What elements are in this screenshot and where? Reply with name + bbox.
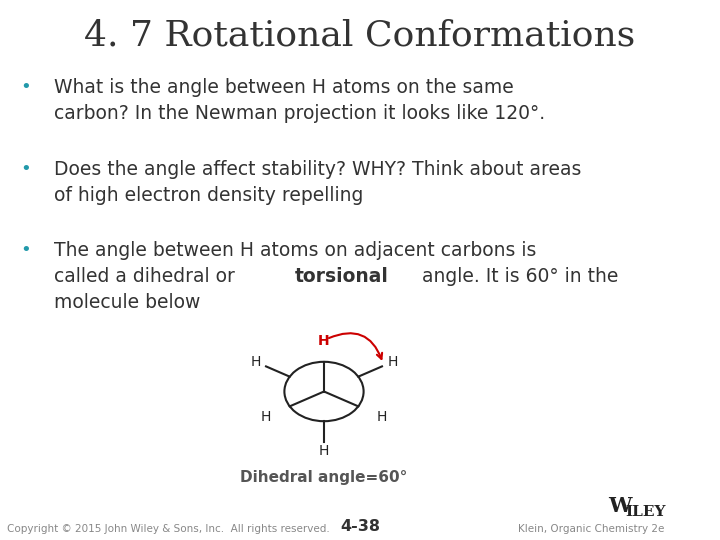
Text: H: H [387,355,397,369]
Text: What is the angle between H atoms on the same: What is the angle between H atoms on the… [54,78,514,97]
Text: called a dihedral or: called a dihedral or [54,267,241,286]
Text: H: H [377,410,387,423]
Text: Copyright © 2015 John Wiley & Sons, Inc.  All rights reserved.: Copyright © 2015 John Wiley & Sons, Inc.… [7,523,330,534]
Text: •: • [20,78,30,96]
Text: carbon? In the Newman projection it looks like 120°.: carbon? In the Newman projection it look… [54,104,545,123]
Text: torsional: torsional [295,267,389,286]
Text: ILEY: ILEY [625,505,665,519]
Text: •: • [20,160,30,178]
Text: Does the angle affect stability? WHY? Think about areas: Does the angle affect stability? WHY? Th… [54,160,581,179]
Text: of high electron density repelling: of high electron density repelling [54,186,364,205]
Text: H: H [319,444,329,458]
Text: H: H [251,355,261,369]
Text: angle. It is 60° in the: angle. It is 60° in the [416,267,618,286]
Text: H: H [261,410,271,423]
Text: 4-38: 4-38 [340,518,380,534]
Text: 4. 7 Rotational Conformations: 4. 7 Rotational Conformations [84,19,636,53]
Text: Dihedral angle=60°: Dihedral angle=60° [240,470,408,485]
Text: •: • [20,241,30,259]
Text: W: W [608,496,632,516]
Text: molecule below: molecule below [54,293,200,312]
Text: H: H [318,334,330,348]
Text: The angle between H atoms on adjacent carbons is: The angle between H atoms on adjacent ca… [54,241,536,260]
Text: Klein, Organic Chemistry 2e: Klein, Organic Chemistry 2e [518,523,665,534]
